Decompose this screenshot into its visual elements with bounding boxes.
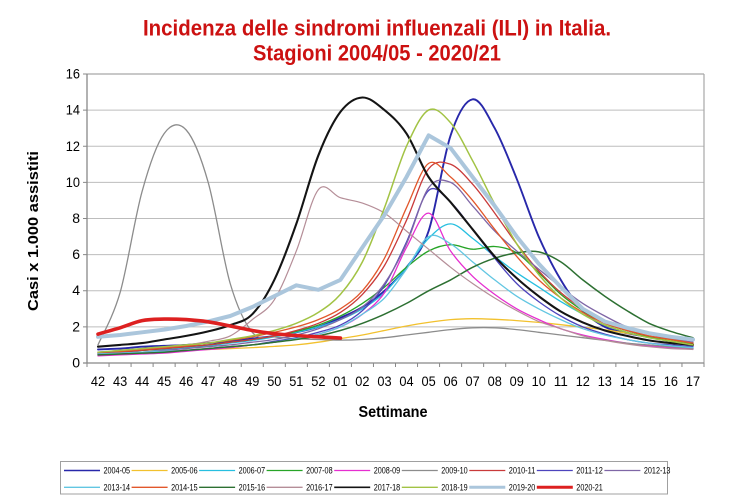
svg-text:2010-11: 2010-11 [509, 466, 536, 476]
svg-text:2015-16: 2015-16 [239, 483, 266, 493]
svg-text:06: 06 [444, 373, 458, 389]
svg-text:2016-17: 2016-17 [306, 483, 333, 493]
svg-text:02: 02 [355, 373, 369, 389]
svg-text:2: 2 [72, 318, 80, 334]
svg-text:12: 12 [66, 138, 80, 154]
svg-text:47: 47 [201, 373, 215, 389]
svg-text:08: 08 [488, 373, 502, 389]
svg-text:01: 01 [333, 373, 347, 389]
svg-text:13: 13 [598, 373, 612, 389]
svg-text:2011-12: 2011-12 [576, 466, 603, 476]
svg-text:07: 07 [466, 373, 480, 389]
svg-text:2004-05: 2004-05 [104, 466, 131, 476]
svg-text:51: 51 [289, 373, 303, 389]
svg-text:2018-19: 2018-19 [441, 483, 468, 493]
svg-text:05: 05 [422, 373, 436, 389]
svg-text:4: 4 [72, 282, 80, 298]
svg-text:48: 48 [223, 373, 237, 389]
svg-text:2020-21: 2020-21 [576, 483, 603, 493]
svg-text:46: 46 [179, 373, 193, 389]
svg-text:2012-13: 2012-13 [644, 466, 671, 476]
svg-text:2005-06: 2005-06 [171, 466, 198, 476]
svg-text:Settimane: Settimane [359, 404, 428, 421]
svg-text:6: 6 [72, 246, 80, 262]
svg-text:43: 43 [113, 373, 127, 389]
svg-text:Casi x 1.000 assistiti: Casi x 1.000 assistiti [25, 151, 42, 311]
svg-text:10: 10 [532, 373, 546, 389]
svg-text:2006-07: 2006-07 [239, 466, 266, 476]
svg-text:0: 0 [72, 355, 80, 371]
svg-text:2013-14: 2013-14 [104, 483, 131, 493]
svg-text:49: 49 [245, 373, 259, 389]
svg-text:03: 03 [377, 373, 391, 389]
svg-text:45: 45 [157, 373, 171, 389]
svg-text:09: 09 [510, 373, 524, 389]
svg-text:14: 14 [620, 373, 634, 389]
svg-text:2008-09: 2008-09 [374, 466, 401, 476]
svg-text:12: 12 [576, 373, 590, 389]
svg-text:2014-15: 2014-15 [171, 483, 198, 493]
svg-text:Incidenza delle sindromi influ: Incidenza delle sindromi influenzali (IL… [143, 16, 611, 41]
svg-text:10: 10 [66, 174, 80, 190]
svg-text:44: 44 [135, 373, 149, 389]
svg-text:2007-08: 2007-08 [306, 466, 333, 476]
svg-text:8: 8 [72, 210, 80, 226]
svg-text:50: 50 [267, 373, 281, 389]
svg-text:52: 52 [311, 373, 325, 389]
svg-text:2019-20: 2019-20 [509, 483, 536, 493]
svg-text:42: 42 [91, 373, 105, 389]
svg-text:17: 17 [686, 373, 700, 389]
svg-text:2017-18: 2017-18 [374, 483, 401, 493]
svg-text:04: 04 [399, 373, 413, 389]
svg-text:2009-10: 2009-10 [441, 466, 468, 476]
svg-text:16: 16 [66, 66, 80, 82]
svg-text:Stagioni 2004/05 - 2020/21: Stagioni 2004/05 - 2020/21 [253, 41, 501, 66]
svg-text:14: 14 [66, 102, 80, 118]
svg-text:11: 11 [554, 373, 568, 389]
svg-text:15: 15 [642, 373, 656, 389]
svg-text:16: 16 [664, 373, 678, 389]
